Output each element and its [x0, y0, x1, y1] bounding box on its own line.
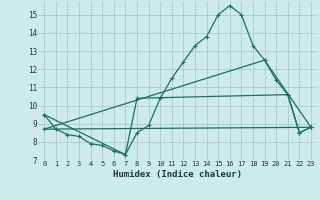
X-axis label: Humidex (Indice chaleur): Humidex (Indice chaleur)	[113, 170, 242, 179]
